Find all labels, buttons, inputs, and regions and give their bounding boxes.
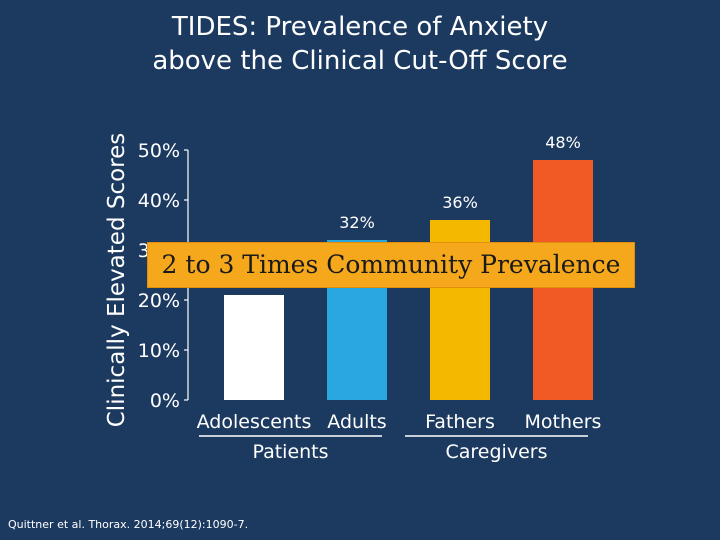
x-tick-label: Adolescents	[197, 411, 312, 433]
chart-title-line-2: above the Clinical Cut-Off Score	[152, 46, 568, 76]
value-label: 48%	[545, 133, 581, 152]
value-label: 32%	[339, 213, 375, 232]
y-tick-label: 10%	[138, 340, 180, 362]
chart-title-line-1: TIDES: Prevalence of Anxiety	[171, 12, 549, 42]
y-tick-label: 50%	[138, 140, 180, 162]
y-tick-label: 0%	[150, 390, 180, 412]
chart-title: TIDES: Prevalence of Anxiety above the C…	[0, 10, 720, 78]
x-tick-label: Fathers	[425, 411, 495, 433]
y-axis-title: Clinically Elevated Scores	[104, 133, 130, 428]
citation-text: Quittner et al. Thorax. 2014;69(12):1090…	[8, 518, 249, 531]
group-label-caregivers: Caregivers	[446, 441, 548, 463]
callout-banner: 2 to 3 Times Community Prevalence	[147, 242, 635, 288]
group-label-patients: Patients	[252, 441, 328, 463]
x-tick-label: Adults	[327, 411, 386, 433]
x-tick-label: Mothers	[525, 411, 602, 433]
y-tick-label: 40%	[138, 190, 180, 212]
y-tick-label: 20%	[138, 290, 180, 312]
value-label: 36%	[442, 193, 478, 212]
bar-adolescents	[224, 295, 284, 400]
